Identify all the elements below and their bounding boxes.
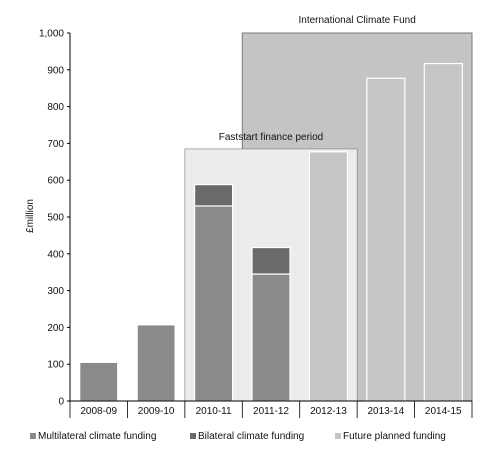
bar-future-planned-funding-2014-15	[423, 62, 463, 402]
x-tick-label-2011-12: 2011-12	[253, 406, 289, 417]
y-tick-label-4: 400	[47, 249, 64, 260]
bar-layer	[79, 62, 463, 402]
y-tick-label-7: 700	[47, 139, 64, 150]
y-tick-label-2: 200	[47, 323, 64, 334]
y-tick-label-8: 800	[47, 102, 64, 113]
y-tick-label-1: 100	[47, 360, 64, 371]
bar-multilateral-climate-funding-2009-10	[136, 324, 176, 402]
bar-bilateral-climate-funding-2010-11	[193, 184, 234, 207]
y-tick-label-9: 900	[47, 65, 64, 76]
bar-future-planned-funding-2012-13	[308, 151, 349, 402]
axis-layer: 0 100 200 300 400 500 600 700 800 900 1,000 2008-09…	[39, 29, 473, 418]
legend-swatch-multilateral-climate-funding	[30, 433, 36, 439]
period-international-climate-fund-label: International Climate Fund	[298, 15, 415, 26]
legend-label-future-planned-funding: Future planned funding	[343, 431, 446, 442]
bar-bilateral-climate-funding-2011-12	[251, 246, 291, 275]
x-tick-label-2014-15: 2014-15	[425, 406, 462, 417]
y-tick-label-3: 300	[47, 286, 64, 297]
legend-label-bilateral-climate-funding: Bilateral climate funding	[198, 431, 304, 442]
legend-swatch-bilateral-climate-funding	[190, 433, 196, 439]
bar-multilateral-climate-funding-2011-12	[251, 273, 291, 402]
y-tick-label-5: 500	[47, 213, 64, 224]
legend-layer: Multilateral climate funding Bilateral cl…	[30, 431, 446, 442]
y-tick-label-6: 600	[47, 176, 64, 187]
x-tick-label-2012-13: 2012-13	[310, 406, 347, 417]
x-tick-label-2009-10: 2009-10	[138, 406, 175, 417]
legend-label-multilateral-climate-funding: Multilateral climate funding	[38, 431, 156, 442]
y-tick-label-10: 1,000	[39, 29, 64, 40]
period-faststart-finance-period-label: Faststart finance period	[219, 132, 324, 143]
y-tick-label-0: 0	[58, 397, 64, 408]
y-axis-label: £million	[25, 199, 36, 233]
x-tick-label-2008-09: 2008-09	[80, 406, 117, 417]
x-tick-label-2013-14: 2013-14	[368, 406, 405, 417]
bar-multilateral-climate-funding-2010-11	[193, 205, 234, 402]
legend-swatch-future-planned-funding	[335, 433, 341, 439]
x-tick-label-2010-11: 2010-11	[196, 406, 232, 417]
bar-multilateral-climate-funding-2008-09	[79, 361, 119, 402]
bar-future-planned-funding-2013-14	[366, 77, 406, 402]
